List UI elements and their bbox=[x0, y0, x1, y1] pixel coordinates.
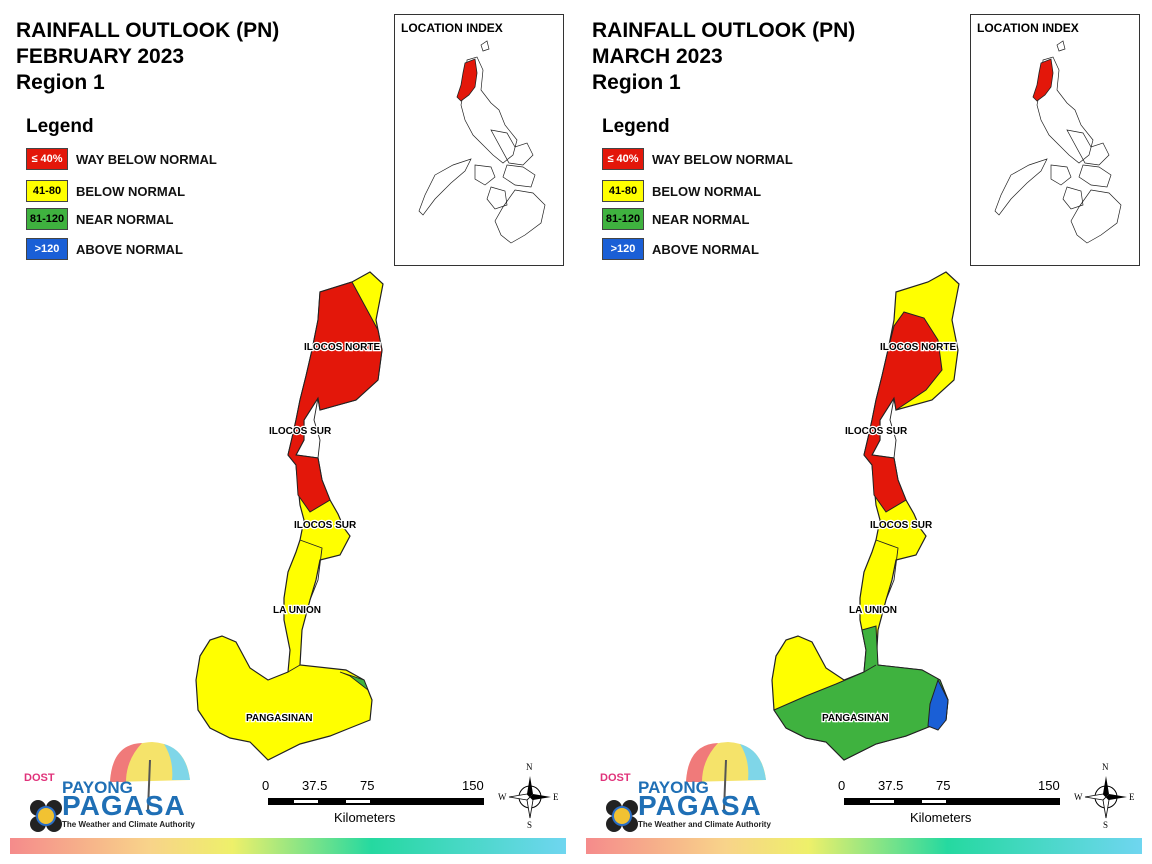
label-pangasinan: PANGASINAN bbox=[246, 713, 312, 724]
pagasa-logo: DOST PAYONG PAGASA The Weather and Clima… bbox=[590, 740, 771, 832]
north-arrow: N S W E bbox=[498, 762, 560, 830]
compass-w: W bbox=[498, 792, 507, 802]
location-index-title: LOCATION INDEX bbox=[401, 21, 503, 35]
legend-label: ABOVE NORMAL bbox=[76, 242, 183, 257]
umbrella-icon bbox=[30, 742, 190, 832]
title-line-3: Region 1 bbox=[592, 71, 681, 94]
label-ilocos-sur-north: ILOCOS SUR bbox=[269, 426, 332, 437]
map-title: RAINFALL OUTLOOK (PN) FEBRUARY 2023 Regi… bbox=[16, 18, 279, 96]
title-line-3: Region 1 bbox=[16, 71, 105, 94]
footer-gradient-bar bbox=[586, 838, 1142, 854]
outlook-panel-march: RAINFALL OUTLOOK (PN) MARCH 2023 Region … bbox=[576, 0, 1152, 864]
compass-w: W bbox=[1074, 792, 1083, 802]
scale-tick-0: 0 bbox=[838, 778, 846, 793]
region-1-map: ILOCOS NORTE ILOCOS SUR ILOCOS SUR LA UN… bbox=[771, 271, 960, 761]
region-1-map: ILOCOS NORTE ILOCOS SUR ILOCOS SUR LA UN… bbox=[195, 271, 384, 761]
title-line-2: MARCH 2023 bbox=[592, 45, 723, 68]
footer-gradient-bar bbox=[10, 838, 566, 854]
legend-swatch: 81-120 bbox=[26, 208, 68, 230]
label-ilocos-norte: ILOCOS NORTE bbox=[880, 342, 956, 353]
scale-tick-1: 37.5 bbox=[878, 778, 904, 793]
umbrella-icon bbox=[606, 742, 766, 832]
legend-label: NEAR NORMAL bbox=[652, 212, 750, 227]
zone-above-normal-east bbox=[927, 678, 949, 731]
logo-tagline: The Weather and Climate Authority bbox=[638, 820, 771, 829]
title-line-2: FEBRUARY 2023 bbox=[16, 45, 185, 68]
scale-unit: Kilometers bbox=[910, 810, 972, 825]
philippines-locator-map bbox=[994, 40, 1122, 244]
legend-swatch: 81-120 bbox=[602, 208, 644, 230]
label-ilocos-sur-north: ILOCOS SUR bbox=[845, 426, 908, 437]
location-index-title: LOCATION INDEX bbox=[977, 21, 1079, 35]
compass-s: S bbox=[1103, 820, 1109, 830]
logo-payong: PAYONG bbox=[638, 778, 709, 797]
compass-s: S bbox=[527, 820, 533, 830]
legend-label: WAY BELOW NORMAL bbox=[76, 152, 217, 167]
compass-rose-icon bbox=[508, 776, 551, 819]
label-ilocos-sur-south: ILOCOS SUR bbox=[294, 520, 357, 531]
label-la-union: LA UNION bbox=[273, 605, 321, 616]
label-ilocos-sur-south: ILOCOS SUR bbox=[870, 520, 933, 531]
zone-way-below-north bbox=[863, 311, 943, 513]
legend-title: Legend bbox=[26, 116, 94, 137]
scale-tick-2: 75 bbox=[936, 778, 951, 793]
scale-graphic bbox=[844, 798, 1060, 805]
title-line-1: RAINFALL OUTLOOK (PN) bbox=[16, 19, 280, 42]
scale-tick-3: 150 bbox=[462, 778, 484, 793]
scale-bar: 0 37.5 75 150 Kilometers bbox=[838, 778, 1068, 828]
legend-label: NEAR NORMAL bbox=[76, 212, 174, 227]
legend-label: WAY BELOW NORMAL bbox=[652, 152, 793, 167]
logo-pagasa: PAGASA bbox=[62, 790, 186, 821]
pagasa-logo: DOST PAYONG PAGASA The Weather and Clima… bbox=[14, 740, 195, 832]
scale-tick-2: 75 bbox=[360, 778, 375, 793]
logo-dost: DOST bbox=[24, 772, 55, 784]
legend-swatch: >120 bbox=[602, 238, 644, 260]
label-la-union: LA UNION bbox=[849, 605, 897, 616]
compass-e: E bbox=[1129, 792, 1135, 802]
philippines-locator-map bbox=[418, 40, 546, 244]
legend-label: ABOVE NORMAL bbox=[652, 242, 759, 257]
zone-near-normal-south bbox=[773, 625, 949, 761]
legend-swatch: ≤ 40% bbox=[602, 148, 644, 170]
logo-payong: PAYONG bbox=[62, 778, 133, 797]
title-line-1: RAINFALL OUTLOOK (PN) bbox=[592, 19, 856, 42]
map-title: RAINFALL OUTLOOK (PN) MARCH 2023 Region … bbox=[592, 18, 855, 96]
outlook-panel-february: RAINFALL OUTLOOK (PN) FEBRUARY 2023 Regi… bbox=[10, 14, 566, 854]
zone-way-below-north bbox=[287, 281, 383, 513]
location-index-box: LOCATION INDEX bbox=[970, 14, 1140, 266]
legend-swatch: 41-80 bbox=[26, 180, 68, 202]
scale-unit: Kilometers bbox=[334, 810, 396, 825]
legend-swatch: 41-80 bbox=[602, 180, 644, 202]
compass-rose-icon bbox=[1084, 776, 1127, 819]
label-pangasinan: PANGASINAN bbox=[822, 713, 888, 724]
zone-near-normal-south bbox=[339, 671, 369, 692]
scale-tick-1: 37.5 bbox=[302, 778, 328, 793]
legend-label: BELOW NORMAL bbox=[76, 184, 186, 199]
legend-swatch: ≤ 40% bbox=[26, 148, 68, 170]
legend-swatch: >120 bbox=[26, 238, 68, 260]
scale-bar: 0 37.5 75 150 Kilometers bbox=[262, 778, 492, 828]
scale-tick-0: 0 bbox=[262, 778, 270, 793]
compass-n: N bbox=[1102, 762, 1109, 772]
label-ilocos-norte: ILOCOS NORTE bbox=[304, 342, 380, 353]
north-arrow: N S W E bbox=[1074, 762, 1136, 830]
location-index-box: LOCATION INDEX bbox=[394, 14, 564, 266]
scale-tick-3: 150 bbox=[1038, 778, 1060, 793]
legend-label: BELOW NORMAL bbox=[652, 184, 762, 199]
compass-n: N bbox=[526, 762, 533, 772]
logo-pagasa: PAGASA bbox=[638, 790, 762, 821]
compass-e: E bbox=[553, 792, 559, 802]
scale-graphic bbox=[268, 798, 484, 805]
legend-title: Legend bbox=[602, 116, 670, 137]
logo-dost: DOST bbox=[600, 772, 631, 784]
logo-tagline: The Weather and Climate Authority bbox=[62, 820, 195, 829]
